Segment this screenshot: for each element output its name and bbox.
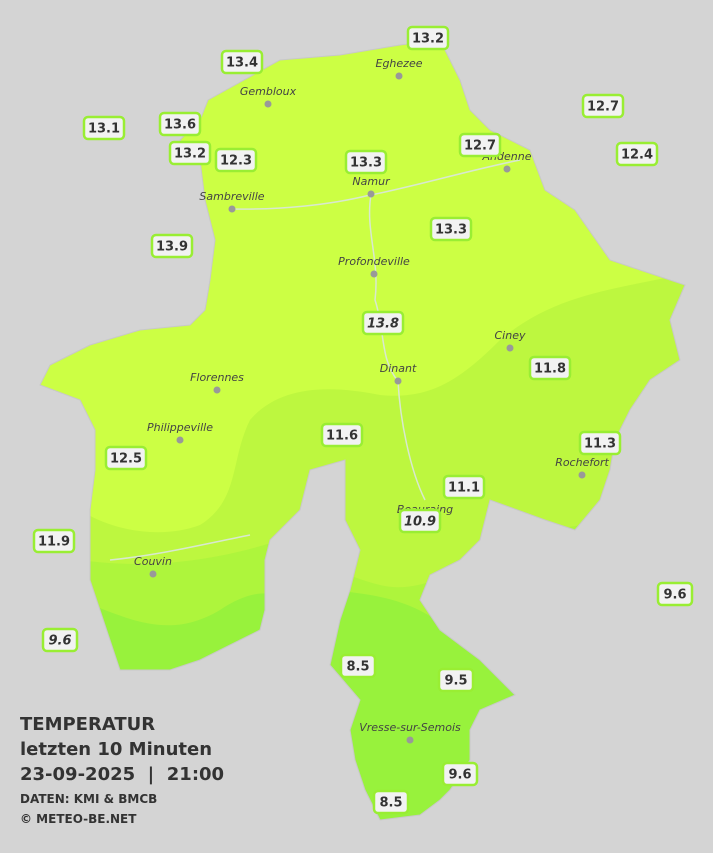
station-value: 8.5 [379,796,402,811]
station-box [339,653,377,679]
city-dot [228,205,236,213]
station-box [429,216,473,242]
city-label: Philippeville [147,421,213,434]
city-dot [264,100,272,108]
station-value: 11.9 [38,535,70,550]
copyright: © METEO-BE.NET [20,812,137,826]
station-box [32,528,76,554]
city-dot [213,386,221,394]
city-label: Gembloux [240,85,297,98]
station-value: 13.9 [156,240,188,255]
station-box [442,474,486,500]
station-value: 11.3 [584,437,616,452]
city-dot [370,270,378,278]
station-value: 8.5 [346,660,369,675]
station-value: 13.3 [435,223,467,238]
city-label: Namur [352,175,391,188]
city-label: Vresse-sur-Semois [359,721,461,734]
city-dot [395,72,403,80]
station-value: 13.2 [174,147,206,162]
source: DATEN: KMI & BMCB [20,792,157,806]
station-box [581,93,625,119]
station-box [441,761,479,787]
city-dot [406,736,414,744]
city-dot [149,570,157,578]
city-label: Ciney [495,329,526,342]
station-value: 12.7 [464,139,496,154]
station-value: 12.3 [220,154,252,169]
station-value: 13.6 [164,118,196,133]
station-value: 10.9 [404,515,436,530]
datetime: 23-09-2025 | 21:00 [20,764,224,785]
station-box [437,667,475,693]
city-dot [503,165,511,173]
station-value: 9.5 [444,674,467,689]
station-box [372,789,410,815]
station-value: 13.4 [226,56,258,71]
station-value: 13.1 [88,122,120,137]
station-box [168,140,212,166]
station-value: 9.6 [448,768,471,783]
station-value: 11.8 [534,362,566,377]
station-value: 11.6 [326,429,358,444]
station-box [528,355,572,381]
station-value: 12.4 [621,148,653,163]
station-box [41,627,79,653]
station-box [82,115,126,141]
station-box [615,141,659,167]
station-value: 13.8 [367,317,399,332]
station-box [406,25,450,51]
station-box [214,147,258,173]
station-box [320,422,364,448]
station-value: 12.5 [110,452,142,467]
city-label: Dinant [380,362,417,375]
city-label: Rochefort [555,456,609,469]
station-box [150,233,194,259]
station-value: 13.2 [412,32,444,47]
station-value: 9.6 [48,634,71,649]
rivers [109,159,521,561]
station-box [578,430,622,456]
city-label: Florennes [190,371,244,384]
station-box [656,581,694,607]
station-box [344,149,388,175]
station-value: 12.7 [587,100,619,115]
city-label: Couvin [134,555,172,568]
city-dot [176,436,184,444]
city-label: Profondeville [338,255,410,268]
station-box [398,508,442,534]
station-box [458,132,502,158]
title: TEMPERATUR [20,714,155,735]
station-value: 9.6 [663,588,686,603]
station-box [361,310,405,336]
station-box [220,49,264,75]
station-value: 13.3 [350,156,382,171]
city-dot [506,344,514,352]
city-label: Eghezee [376,57,423,70]
station-value: 11.1 [448,481,480,496]
city-dot [367,190,375,198]
station-box [158,111,202,137]
city-dot [578,471,586,479]
city-dot [394,377,402,385]
subtitle: letzten 10 Minuten [20,739,212,760]
city-label: Sambreville [199,190,264,203]
station-box [104,445,148,471]
